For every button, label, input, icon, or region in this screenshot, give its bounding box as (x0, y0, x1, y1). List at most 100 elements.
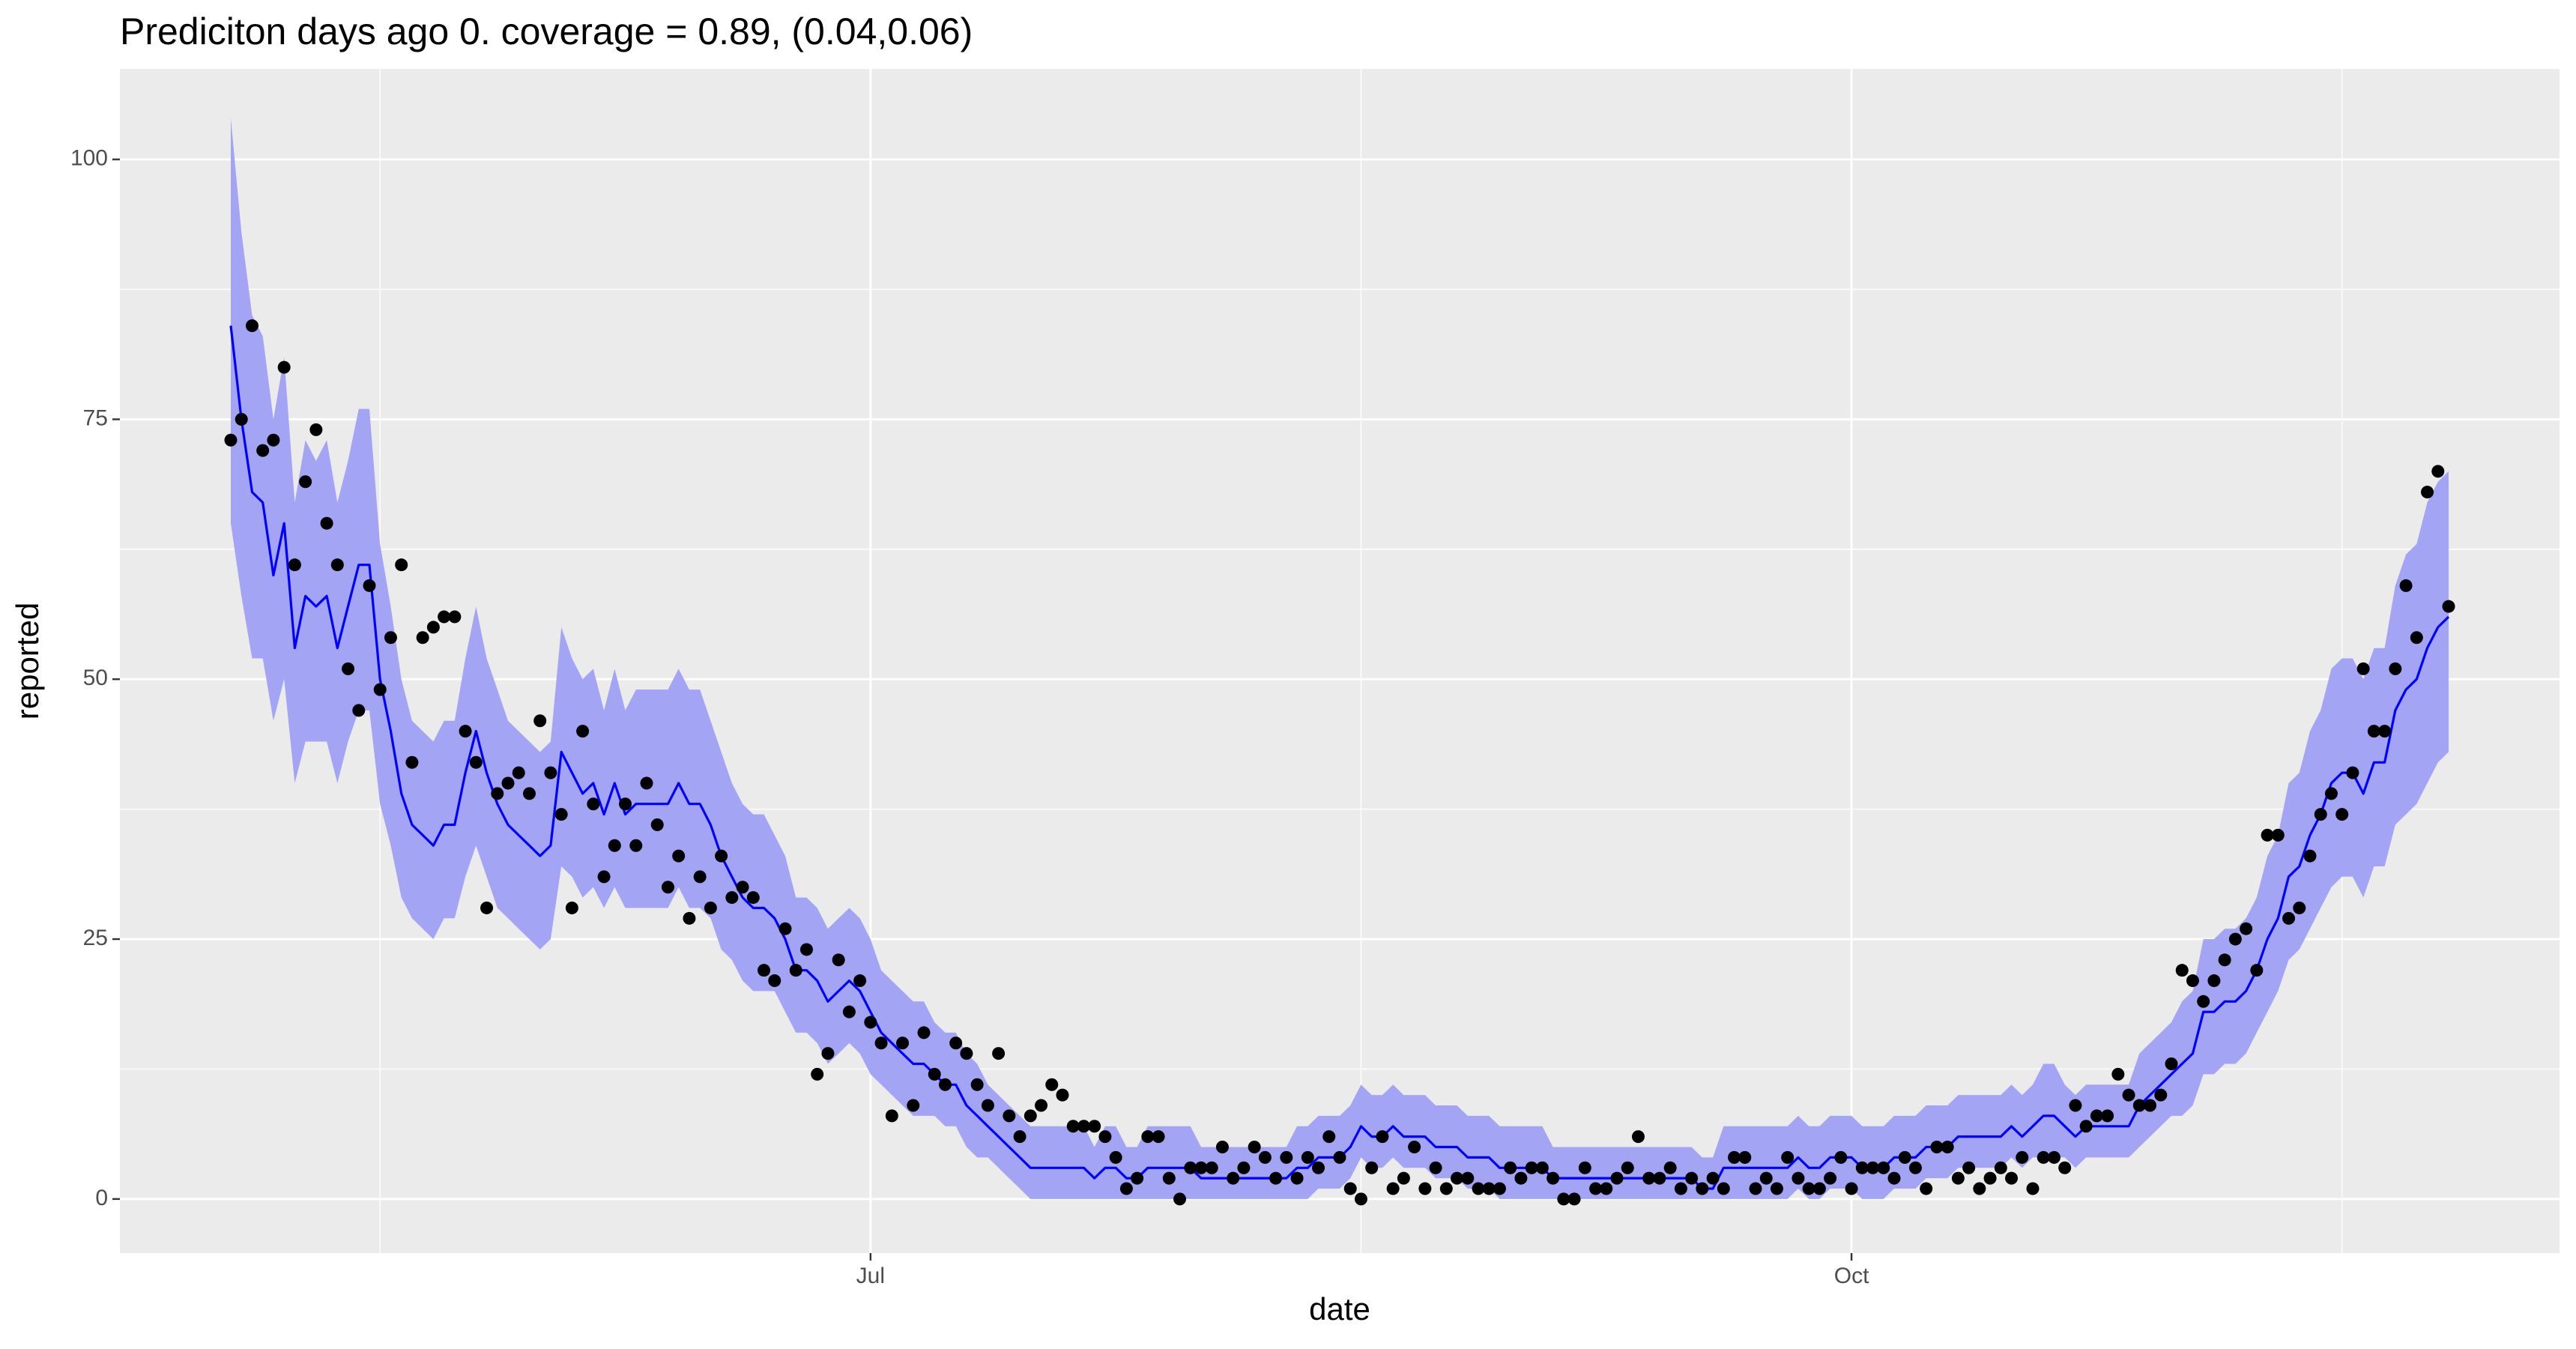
reported-point (2282, 911, 2296, 925)
reported-point (1088, 1120, 1101, 1133)
reported-point (1845, 1182, 1858, 1195)
reported-point (1205, 1161, 1218, 1174)
reported-point (2122, 1088, 2135, 1102)
reported-point (629, 839, 643, 852)
reported-point (746, 891, 760, 905)
reported-point (725, 891, 739, 905)
reported-point (1162, 1171, 1176, 1185)
reported-point (832, 953, 845, 967)
reported-point (1141, 1130, 1155, 1144)
reported-point (1685, 1171, 1699, 1185)
reported-point (2090, 1109, 2103, 1123)
reported-point (672, 849, 686, 863)
reported-point (981, 1099, 994, 1112)
reported-point (288, 558, 301, 572)
y-tick-label: 25 (83, 926, 108, 950)
reported-point (778, 922, 792, 935)
reported-point (1013, 1130, 1027, 1144)
reported-point (853, 974, 867, 988)
reported-point (1035, 1099, 1048, 1112)
reported-point (1451, 1171, 1464, 1185)
reported-point (1493, 1182, 1506, 1195)
reported-point (1983, 1171, 1997, 1185)
reported-point (1184, 1161, 1197, 1174)
reported-point (2186, 974, 2199, 988)
reported-point (1131, 1171, 1144, 1185)
reported-point (2165, 1057, 2178, 1071)
x-tick-label: Jul (856, 1264, 885, 1288)
reported-point (693, 870, 707, 884)
reported-point (704, 901, 717, 914)
reported-point (2378, 725, 2392, 738)
reported-point (1429, 1161, 1442, 1174)
reported-point (2154, 1088, 2168, 1102)
reported-point (1514, 1171, 1528, 1185)
reported-point (2314, 808, 2327, 821)
reported-point (1056, 1088, 1069, 1102)
reported-point (1706, 1171, 1720, 1185)
marks (224, 118, 2455, 1206)
reported-point (874, 1036, 888, 1050)
reported-point (799, 943, 813, 956)
reported-point (438, 610, 451, 624)
reported-point (2324, 787, 2338, 800)
reported-point (2261, 828, 2274, 842)
reported-point (821, 1047, 835, 1060)
reported-point (1663, 1161, 1677, 1174)
reported-point (1578, 1161, 1591, 1174)
axes: 0 25 50 75 100 Jul Oct (70, 146, 1869, 1288)
reported-point (1962, 1161, 1976, 1174)
reported-point (2228, 932, 2242, 946)
reported-point (2016, 1150, 2029, 1164)
reported-point (2144, 1099, 2157, 1112)
reported-point (299, 475, 312, 489)
reported-point (1567, 1192, 1581, 1206)
reported-point (363, 579, 376, 592)
reported-point (2293, 901, 2306, 914)
reported-point (758, 964, 771, 977)
reported-point (544, 766, 557, 779)
reported-point (1759, 1171, 1773, 1185)
reported-point (2132, 1099, 2146, 1112)
reported-point (597, 870, 611, 884)
reported-point (1834, 1150, 1848, 1164)
reported-point (1973, 1182, 1986, 1195)
reported-point (1066, 1120, 1080, 1133)
reported-point (1855, 1161, 1869, 1174)
reported-point (2218, 953, 2231, 967)
reported-point (2197, 995, 2210, 1008)
reported-point (650, 818, 664, 831)
reported-point (405, 755, 419, 769)
reported-point (1696, 1182, 1709, 1195)
reported-point (907, 1099, 920, 1112)
reported-point (1930, 1141, 1944, 1154)
reported-point (2389, 662, 2402, 675)
reported-point (2240, 922, 2253, 935)
reported-point (1098, 1130, 1112, 1144)
reported-point (1535, 1161, 1549, 1174)
reported-point (267, 433, 280, 447)
reported-point (565, 901, 578, 914)
reported-point (1280, 1150, 1293, 1164)
reported-point (1653, 1171, 1666, 1185)
y-tick-label: 50 (83, 666, 108, 690)
reported-point (256, 444, 270, 457)
reported-point (501, 776, 515, 790)
reported-point (426, 621, 440, 634)
reported-point (1812, 1182, 1826, 1195)
x-axis-title: date (1309, 1291, 1370, 1327)
reported-point (1248, 1141, 1261, 1154)
reported-point (2005, 1171, 2019, 1185)
reported-point (2431, 465, 2445, 478)
reported-point (661, 881, 674, 894)
y-tick-label: 75 (83, 405, 108, 430)
reported-point (789, 964, 802, 977)
reported-point (1077, 1120, 1090, 1133)
x-tick-label: Oct (1834, 1264, 1869, 1288)
y-axis-title: reported (10, 603, 45, 719)
reported-point (1227, 1171, 1240, 1185)
reported-point (2058, 1161, 2072, 1174)
reported-point (309, 423, 323, 436)
